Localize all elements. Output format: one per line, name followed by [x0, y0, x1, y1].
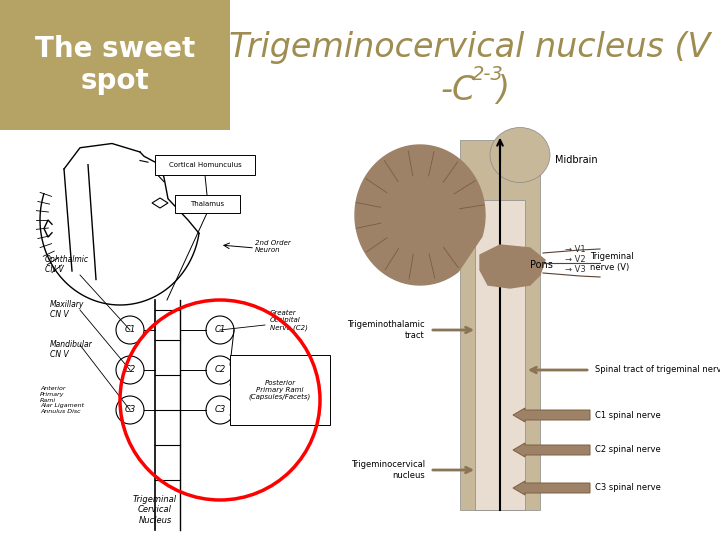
Text: Anterior
Primary
Rami
Alar Ligament
Annulus Disc: Anterior Primary Rami Alar Ligament Annu… [40, 386, 84, 414]
Text: Midbrain: Midbrain [555, 155, 598, 165]
Text: C1 spinal nerve: C1 spinal nerve [595, 410, 661, 420]
Text: Spinal tract of trigeminal nerve: Spinal tract of trigeminal nerve [595, 366, 720, 375]
Text: Greater
Occipital
Nerve (C2): Greater Occipital Nerve (C2) [270, 310, 308, 330]
Text: Trigeminothalamic
tract: Trigeminothalamic tract [347, 320, 425, 340]
Text: → V1: → V1 [565, 246, 585, 254]
Text: C2 spinal nerve: C2 spinal nerve [595, 446, 661, 455]
Text: -C: -C [440, 73, 475, 106]
Text: Pons: Pons [530, 260, 553, 270]
Text: Trigeminal
Cervical
Nucleus: Trigeminal Cervical Nucleus [133, 495, 177, 525]
Ellipse shape [490, 127, 550, 183]
FancyArrow shape [513, 408, 590, 422]
Text: Thalamus: Thalamus [190, 201, 224, 207]
Text: Mandibular
CN V: Mandibular CN V [50, 340, 93, 360]
Text: Cortical Homunculus: Cortical Homunculus [168, 162, 241, 168]
Text: C3 spinal nerve: C3 spinal nerve [595, 483, 661, 492]
Text: C1: C1 [215, 326, 225, 334]
FancyArrow shape [513, 443, 590, 457]
Text: The sweet
spot: The sweet spot [35, 35, 195, 95]
Text: C2: C2 [215, 366, 225, 375]
Text: Maxillary
CN V: Maxillary CN V [50, 300, 84, 319]
Bar [175, 195, 240, 213]
Text: → V2: → V2 [565, 255, 585, 265]
Bar [155, 155, 255, 175]
Text: → V3: → V3 [565, 266, 586, 274]
Text: Trigeminocervical
nucleus: Trigeminocervical nucleus [351, 460, 425, 480]
Text: 2-3: 2-3 [472, 65, 504, 84]
Text: Posterior
Primary Rami
(Capsules/Facets): Posterior Primary Rami (Capsules/Facets) [249, 380, 311, 400]
Text: C1: C1 [125, 326, 135, 334]
Text: C3: C3 [125, 406, 135, 415]
Bar [230, 355, 330, 425]
Polygon shape [480, 245, 545, 288]
Text: C2: C2 [125, 366, 135, 375]
Polygon shape [355, 145, 485, 285]
Text: ): ) [496, 73, 509, 106]
Text: Ophthalmic
CN V: Ophthalmic CN V [45, 255, 89, 274]
Text: Trigeminocervical nucleus (V: Trigeminocervical nucleus (V [229, 31, 711, 64]
Text: Trigeminal
nerve (V): Trigeminal nerve (V) [590, 252, 634, 272]
Text: C3: C3 [215, 406, 225, 415]
Bar [460, 140, 540, 510]
FancyArrow shape [513, 481, 590, 495]
Bar [0, 0, 230, 130]
Bar [475, 200, 525, 510]
Text: 2nd Order
Neuron: 2nd Order Neuron [255, 240, 291, 253]
